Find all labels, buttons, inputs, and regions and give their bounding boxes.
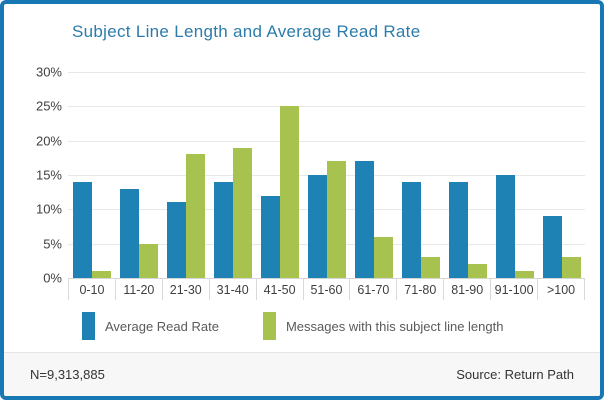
bar-group-61-70 [350,72,397,278]
y-tick-label: 10% [35,201,62,217]
y-tick-label: 5% [43,236,62,252]
bar [119,188,139,278]
bar-group-71-80 [397,72,444,278]
bar [354,161,374,278]
bar [467,264,487,278]
gridline-25 [68,106,585,108]
bar [185,154,205,278]
bar-group-41-50 [256,72,303,278]
bar [138,243,158,278]
y-tick-label: 20% [35,133,62,149]
bar-group-11-20 [115,72,162,278]
y-tick-label: 0% [43,270,62,286]
bar [542,216,562,278]
bar-group-81-90 [444,72,491,278]
bar [373,236,393,278]
bar [326,161,346,278]
gridline-20 [68,140,585,142]
source-label: Source: Return Path [456,367,574,382]
x-tick-label: 31-40 [210,278,257,300]
y-tick-label: 30% [35,64,62,80]
footer-bar: N=9,313,885 Source: Return Path [4,352,600,396]
bar [91,271,111,278]
legend-swatch [262,312,276,340]
bar [495,175,515,278]
gridline-0 [68,278,585,279]
x-tick-label: 71-80 [397,278,445,300]
plot-area [68,72,585,279]
legend-entry-messages: Messages with this subject line length [262,312,504,340]
legend-entry-read-rate: Average Read Rate [82,312,219,340]
bar [401,181,421,278]
bar [213,181,233,278]
bar [448,181,468,278]
bar [72,181,92,278]
bar-group-51-60 [303,72,350,278]
bar-group-91-100 [491,72,538,278]
x-tick-label: 81-90 [444,278,492,300]
x-tick-label: >100 [538,278,585,300]
bar [232,147,252,278]
legend-label: Average Read Rate [105,318,219,334]
bar-group-0-10 [68,72,115,278]
legend-label: Messages with this subject line length [285,318,504,334]
bars-container [68,72,585,278]
y-tick-label: 25% [35,98,62,114]
y-tick-label: 15% [35,167,62,183]
sample-size-label: N=9,313,885 [30,367,105,382]
x-axis: 0-10 11-20 21-30 31-40 41-50 51-60 61-70 71-80 8… [68,278,585,300]
bar [279,106,299,278]
gridline-30 [68,72,585,73]
y-axis: 30% 25% 20% 15% 10% 5% 0% [4,65,62,286]
bar [561,257,581,278]
bar-group->100 [538,72,585,278]
bar [166,202,186,278]
x-tick-label: 61-70 [350,278,398,300]
x-tick-label: 91-100 [491,278,539,300]
bar [260,195,280,278]
legend: Average Read Rate Messages with this sub… [82,310,503,342]
bar-group-31-40 [209,72,256,278]
x-tick-label: 11-20 [116,278,163,300]
x-tick-label: 41-50 [257,278,304,300]
x-tick-label: 51-60 [304,278,351,300]
bar [307,175,327,278]
bar [514,271,534,278]
x-tick-label: 21-30 [163,278,210,300]
bar [420,257,440,278]
chart-title: Subject Line Length and Average Read Rat… [72,22,421,41]
x-tick-label: 0-10 [69,278,116,300]
bar-group-21-30 [162,72,209,278]
legend-swatch [82,312,95,340]
